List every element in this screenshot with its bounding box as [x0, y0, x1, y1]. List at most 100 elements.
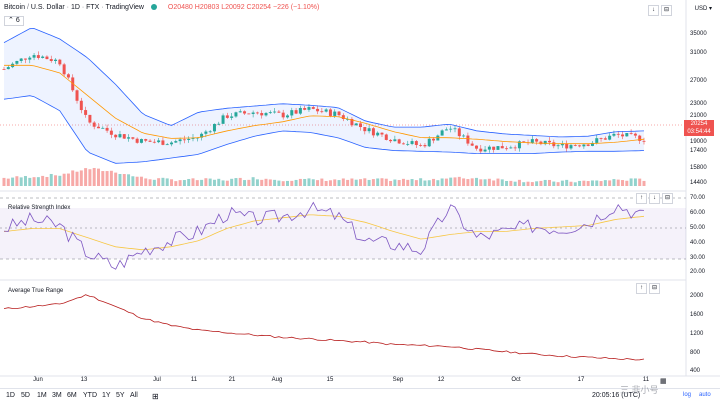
candle-body: [92, 122, 96, 127]
bottom-toolbar: [0, 388, 720, 407]
timeframe-1d[interactable]: 1D: [6, 392, 15, 399]
candle-body: [285, 115, 289, 118]
auto-scale-button[interactable]: auto: [699, 392, 711, 398]
timeframe-5d[interactable]: 5D: [21, 392, 30, 399]
volume-bar: [616, 179, 620, 186]
candle-body: [273, 111, 277, 113]
candle-body: [616, 133, 620, 135]
candle-body: [84, 110, 88, 115]
candle-body: [109, 130, 113, 135]
timeframe-ytd[interactable]: YTD: [83, 392, 97, 399]
symbol-name[interactable]: Bitcoin: [4, 4, 26, 11]
candle-body: [174, 141, 178, 143]
volume-bar: [62, 173, 66, 186]
candle-body: [638, 135, 642, 141]
candle-body: [393, 139, 397, 142]
volume-bar: [32, 177, 36, 186]
candle-body: [380, 132, 384, 135]
volume-bar: [127, 174, 131, 186]
candle-body: [530, 139, 534, 143]
atr-axis-label: 800: [690, 350, 701, 356]
volume-bar: [49, 173, 53, 186]
volume-bar: [187, 178, 191, 186]
pair-name: U.S. Dollar: [30, 4, 65, 11]
volume-bar: [225, 180, 229, 186]
candle-body: [170, 142, 174, 145]
candle-body: [423, 145, 427, 147]
volume-bar: [397, 180, 401, 186]
volume-bar: [204, 178, 208, 186]
candle-body: [243, 111, 247, 114]
calendar-icon[interactable]: ▦: [660, 378, 667, 385]
candle-body: [212, 123, 216, 132]
chevron-up-icon[interactable]: ↑: [636, 283, 647, 294]
time-axis-label: 11: [190, 377, 198, 383]
volume-bar: [170, 179, 174, 186]
volume-bar: [462, 178, 466, 186]
volume-bar: [522, 182, 526, 186]
rsi-axis-label: 30.00: [690, 255, 706, 261]
volume-bar: [277, 180, 281, 186]
log-scale-button[interactable]: log: [683, 392, 692, 398]
candle-body: [470, 143, 474, 146]
price-axis-label: 23000: [690, 101, 707, 107]
collapse-icon[interactable]: ⊟: [661, 5, 672, 16]
volume-bar: [548, 179, 551, 186]
candle-body: [414, 141, 418, 146]
timeframe-5y[interactable]: 5Y: [116, 392, 125, 399]
calendar-icon[interactable]: ⊞: [152, 392, 159, 401]
candle-body: [157, 140, 161, 143]
candle-body: [320, 111, 324, 113]
chevron-up-icon[interactable]: ↑: [636, 193, 647, 204]
candle-body: [2, 69, 6, 70]
indicators-toggle[interactable]: ⌃ 6: [4, 16, 24, 26]
volume-bar: [543, 179, 547, 186]
candle-body: [569, 145, 573, 149]
volume-bar: [152, 179, 156, 186]
volume-bar: [436, 180, 440, 186]
volume-bar: [565, 179, 569, 186]
volume-bar: [75, 171, 79, 186]
timeframe-all[interactable]: All: [130, 392, 138, 399]
volume-bar: [423, 180, 427, 186]
volume-bar: [337, 180, 341, 186]
candle-body: [105, 127, 109, 131]
candle-body: [255, 112, 259, 114]
clock[interactable]: 20:05:16 (UTC): [592, 392, 641, 399]
candle-body: [556, 145, 560, 147]
candle-body: [165, 144, 169, 146]
currency-selector[interactable]: USD ▾: [694, 6, 712, 12]
collapse-icon[interactable]: ⊟: [662, 193, 673, 204]
volume-bar: [144, 178, 148, 186]
chevron-down-icon[interactable]: ↓: [649, 193, 660, 204]
volume-bar: [578, 180, 582, 186]
volume-bar: [479, 179, 483, 186]
interval[interactable]: 1D: [70, 4, 80, 11]
volume-bar: [71, 170, 75, 186]
timeframe-6m[interactable]: 6M: [67, 392, 77, 399]
candle-body: [599, 138, 603, 139]
chevron-down-icon[interactable]: ↓: [648, 5, 659, 16]
candle-body: [578, 145, 582, 147]
candle-body: [54, 59, 58, 61]
separator: ·: [101, 4, 106, 11]
candle-body: [281, 112, 285, 118]
timeframe-3m[interactable]: 3M: [52, 392, 62, 399]
volume-bar: [122, 174, 126, 186]
candle-body: [144, 139, 148, 141]
collapse-icon[interactable]: ⊟: [649, 283, 660, 294]
candle-body: [88, 114, 92, 123]
timeframe-1y[interactable]: 1Y: [102, 392, 111, 399]
volume-bar: [401, 178, 405, 186]
chart-canvas[interactable]: Relative Strength Index Average True Ran…: [0, 0, 720, 388]
time-axis-label: 17: [577, 377, 585, 383]
candle-body: [371, 128, 375, 136]
candle-body: [298, 108, 302, 114]
candle-body: [427, 138, 431, 147]
timeframe-1m[interactable]: 1M: [37, 392, 47, 399]
volume-bar: [131, 176, 135, 186]
volume-bar: [539, 180, 543, 186]
candle-body: [363, 127, 367, 132]
candle-body: [208, 131, 212, 133]
bar-countdown: 03:54:44: [687, 129, 711, 135]
